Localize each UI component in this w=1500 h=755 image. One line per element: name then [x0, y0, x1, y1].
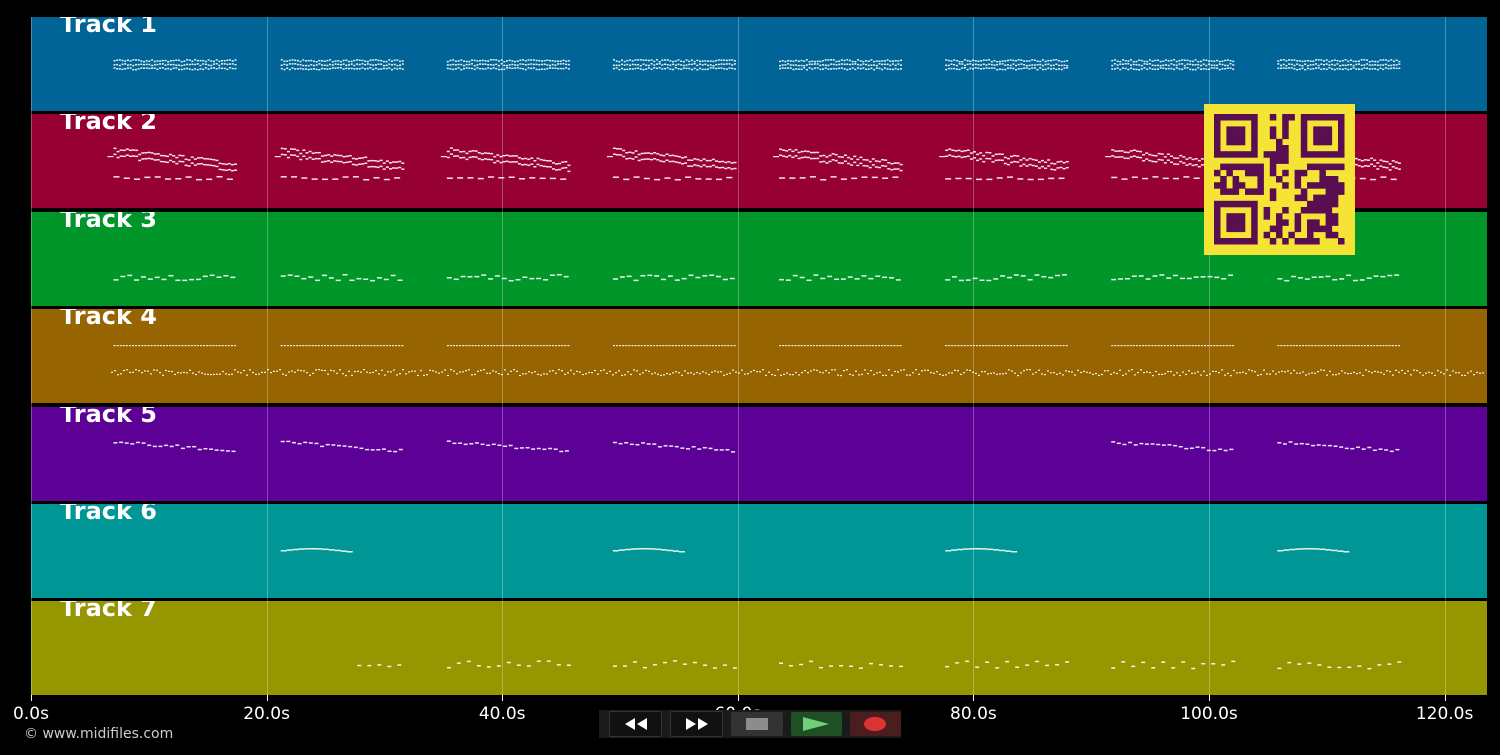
tick-mark	[1444, 695, 1446, 701]
track-label: Track 6	[60, 504, 158, 525]
track-label: Track 3	[60, 211, 158, 233]
tick-mark	[31, 695, 32, 701]
grid-line	[266, 17, 268, 695]
record-button[interactable]	[849, 712, 902, 736]
track-label: Track 4	[60, 309, 158, 331]
tick-mark	[737, 695, 739, 701]
tick-label: 80.0s	[950, 704, 997, 724]
grid-line	[1444, 17, 1446, 695]
tick-label: 0.0s	[13, 704, 49, 724]
tick-mark	[266, 695, 268, 701]
track-area: Track 1 Track 2 Track 3 Track 4 Track 5 Track…	[31, 17, 1487, 696]
tick-mark	[1209, 695, 1210, 701]
track-label: Track 5	[60, 406, 158, 428]
play-button[interactable]	[790, 712, 842, 736]
note-display	[113, 273, 1400, 282]
track-lane-7[interactable]: Track 7	[31, 601, 1487, 696]
grid-line	[502, 17, 504, 695]
tick-label: 40.0s	[478, 704, 526, 724]
track-lane-1[interactable]: Track 1	[31, 17, 1487, 111]
stop-icon	[746, 718, 768, 730]
track-label: Track 2	[60, 114, 158, 136]
tick-mark	[502, 695, 504, 701]
tick-mark	[973, 695, 975, 701]
note-display	[111, 345, 1484, 377]
grid-line	[1209, 17, 1210, 695]
track-label: Track 7	[60, 601, 158, 623]
note-display	[357, 660, 1402, 670]
track-lane-5[interactable]: Track 5	[31, 406, 1487, 501]
note-display	[113, 440, 1400, 453]
tick-label: 100.0s	[1180, 704, 1238, 724]
tick-label: 120.0s	[1415, 704, 1474, 724]
rewind-icon	[624, 718, 647, 730]
stop-button[interactable]	[731, 712, 783, 736]
note-display	[280, 548, 1350, 553]
tick-label: 20.0s	[243, 704, 290, 724]
rewind-button[interactable]	[609, 711, 663, 737]
note-display	[113, 59, 1401, 71]
track-label: Track 1	[60, 17, 158, 38]
copyright-text: © www.midifiles.com	[24, 726, 174, 742]
grid-line	[31, 17, 32, 695]
track-lane-4[interactable]: Track 4	[31, 309, 1487, 404]
transport-bar	[599, 710, 902, 738]
qr-code-icon	[1204, 104, 1355, 255]
fast-forward-icon	[685, 718, 708, 730]
note-display	[107, 147, 1401, 181]
grid-line	[973, 17, 975, 695]
grid-line	[737, 17, 739, 695]
fast-forward-button[interactable]	[670, 711, 724, 737]
record-icon	[864, 717, 887, 731]
play-icon	[803, 717, 830, 731]
track-lane-6[interactable]: Track 6	[31, 504, 1487, 598]
